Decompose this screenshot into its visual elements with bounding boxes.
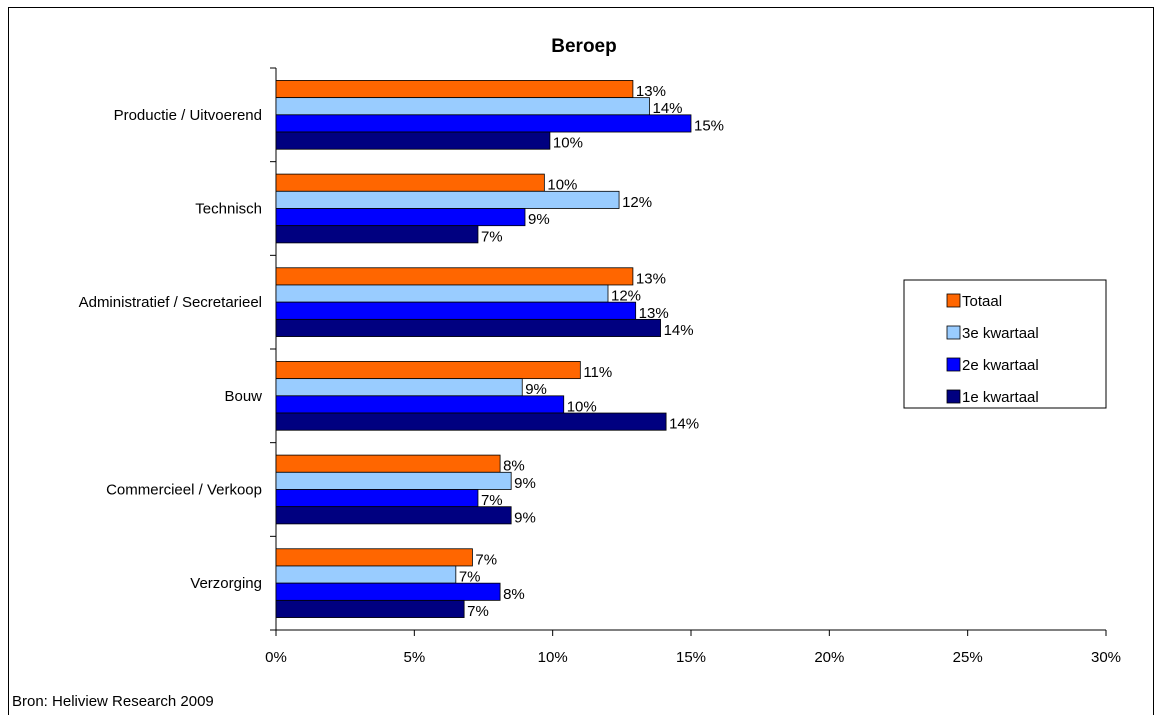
bar (275, 412, 667, 431)
data-label: 10% (567, 398, 597, 415)
bar (275, 284, 609, 303)
data-label: 7% (459, 569, 481, 586)
bar (275, 173, 545, 192)
bar (275, 301, 637, 320)
bar (275, 318, 661, 337)
bar (275, 114, 692, 133)
bar (275, 361, 581, 380)
data-label: 12% (611, 288, 641, 305)
bar (275, 225, 479, 244)
legend-box (903, 279, 1107, 409)
x-tick-label: 15% (676, 649, 706, 666)
legend: Totaal 3e kwartaal 2e kwartaal 1e kwartaal (903, 279, 1107, 409)
legend-swatch (946, 293, 961, 308)
category-label: Administratief / Secretarieel (79, 294, 262, 311)
legend-label: 1e kwartaal (962, 389, 1039, 406)
x-tick-label: 0% (265, 649, 287, 666)
x-tick-label: 30% (1091, 649, 1121, 666)
data-label: 13% (636, 83, 666, 100)
legend-swatch (946, 325, 961, 340)
x-tick-label: 20% (814, 649, 844, 666)
data-label: 9% (514, 509, 536, 526)
chart-title: Beroep (551, 36, 616, 57)
bar (275, 489, 479, 508)
data-label: 13% (636, 270, 666, 287)
legend-swatch (946, 389, 961, 404)
data-label: 7% (481, 492, 503, 509)
bar (275, 267, 634, 286)
bar (275, 454, 501, 473)
legend-swatch (946, 357, 961, 372)
data-label: 7% (481, 228, 503, 245)
category-label: Verzorging (190, 575, 262, 592)
bar (275, 80, 634, 99)
bar (275, 378, 523, 397)
category-label: Technisch (195, 201, 262, 218)
data-label: 11% (583, 364, 612, 381)
data-label: 10% (553, 135, 583, 152)
x-tick-label: 5% (403, 649, 425, 666)
bar (275, 471, 512, 490)
data-label: 13% (639, 305, 669, 322)
x-tick-label: 10% (538, 649, 568, 666)
data-label: 7% (467, 603, 489, 620)
bar (275, 190, 620, 209)
data-label: 9% (514, 475, 536, 492)
category-label: Bouw (224, 388, 262, 405)
bar (275, 97, 650, 116)
data-label: 8% (503, 458, 525, 475)
data-label: 10% (547, 177, 577, 194)
bar (275, 548, 473, 567)
data-label: 14% (653, 100, 683, 117)
data-label: 15% (694, 117, 724, 134)
category-label: Productie / Uitvoerend (114, 107, 262, 124)
legend-label: Totaal (962, 293, 1002, 310)
bar (275, 131, 551, 150)
source-note: Bron: Heliview Research 2009 (12, 693, 214, 710)
data-label: 9% (528, 211, 550, 228)
bar (275, 599, 465, 618)
x-tick-label: 25% (953, 649, 983, 666)
bar (275, 565, 457, 584)
legend-label: 2e kwartaal (962, 357, 1039, 374)
bar (275, 395, 565, 414)
bar (275, 582, 501, 601)
data-label: 14% (664, 322, 694, 339)
category-label: Commercieel / Verkoop (106, 482, 262, 499)
legend-label: 3e kwartaal (962, 325, 1039, 342)
data-label: 9% (525, 381, 547, 398)
data-label: 8% (503, 586, 525, 603)
data-label: 7% (475, 551, 497, 568)
data-label: 12% (622, 194, 652, 211)
data-label: 14% (669, 416, 699, 433)
plot-area: 0% 5% 10% 15% 20% 25% 30% Productie / Uitvoeren… (79, 67, 1121, 666)
bar (275, 506, 512, 525)
bar (275, 208, 526, 227)
